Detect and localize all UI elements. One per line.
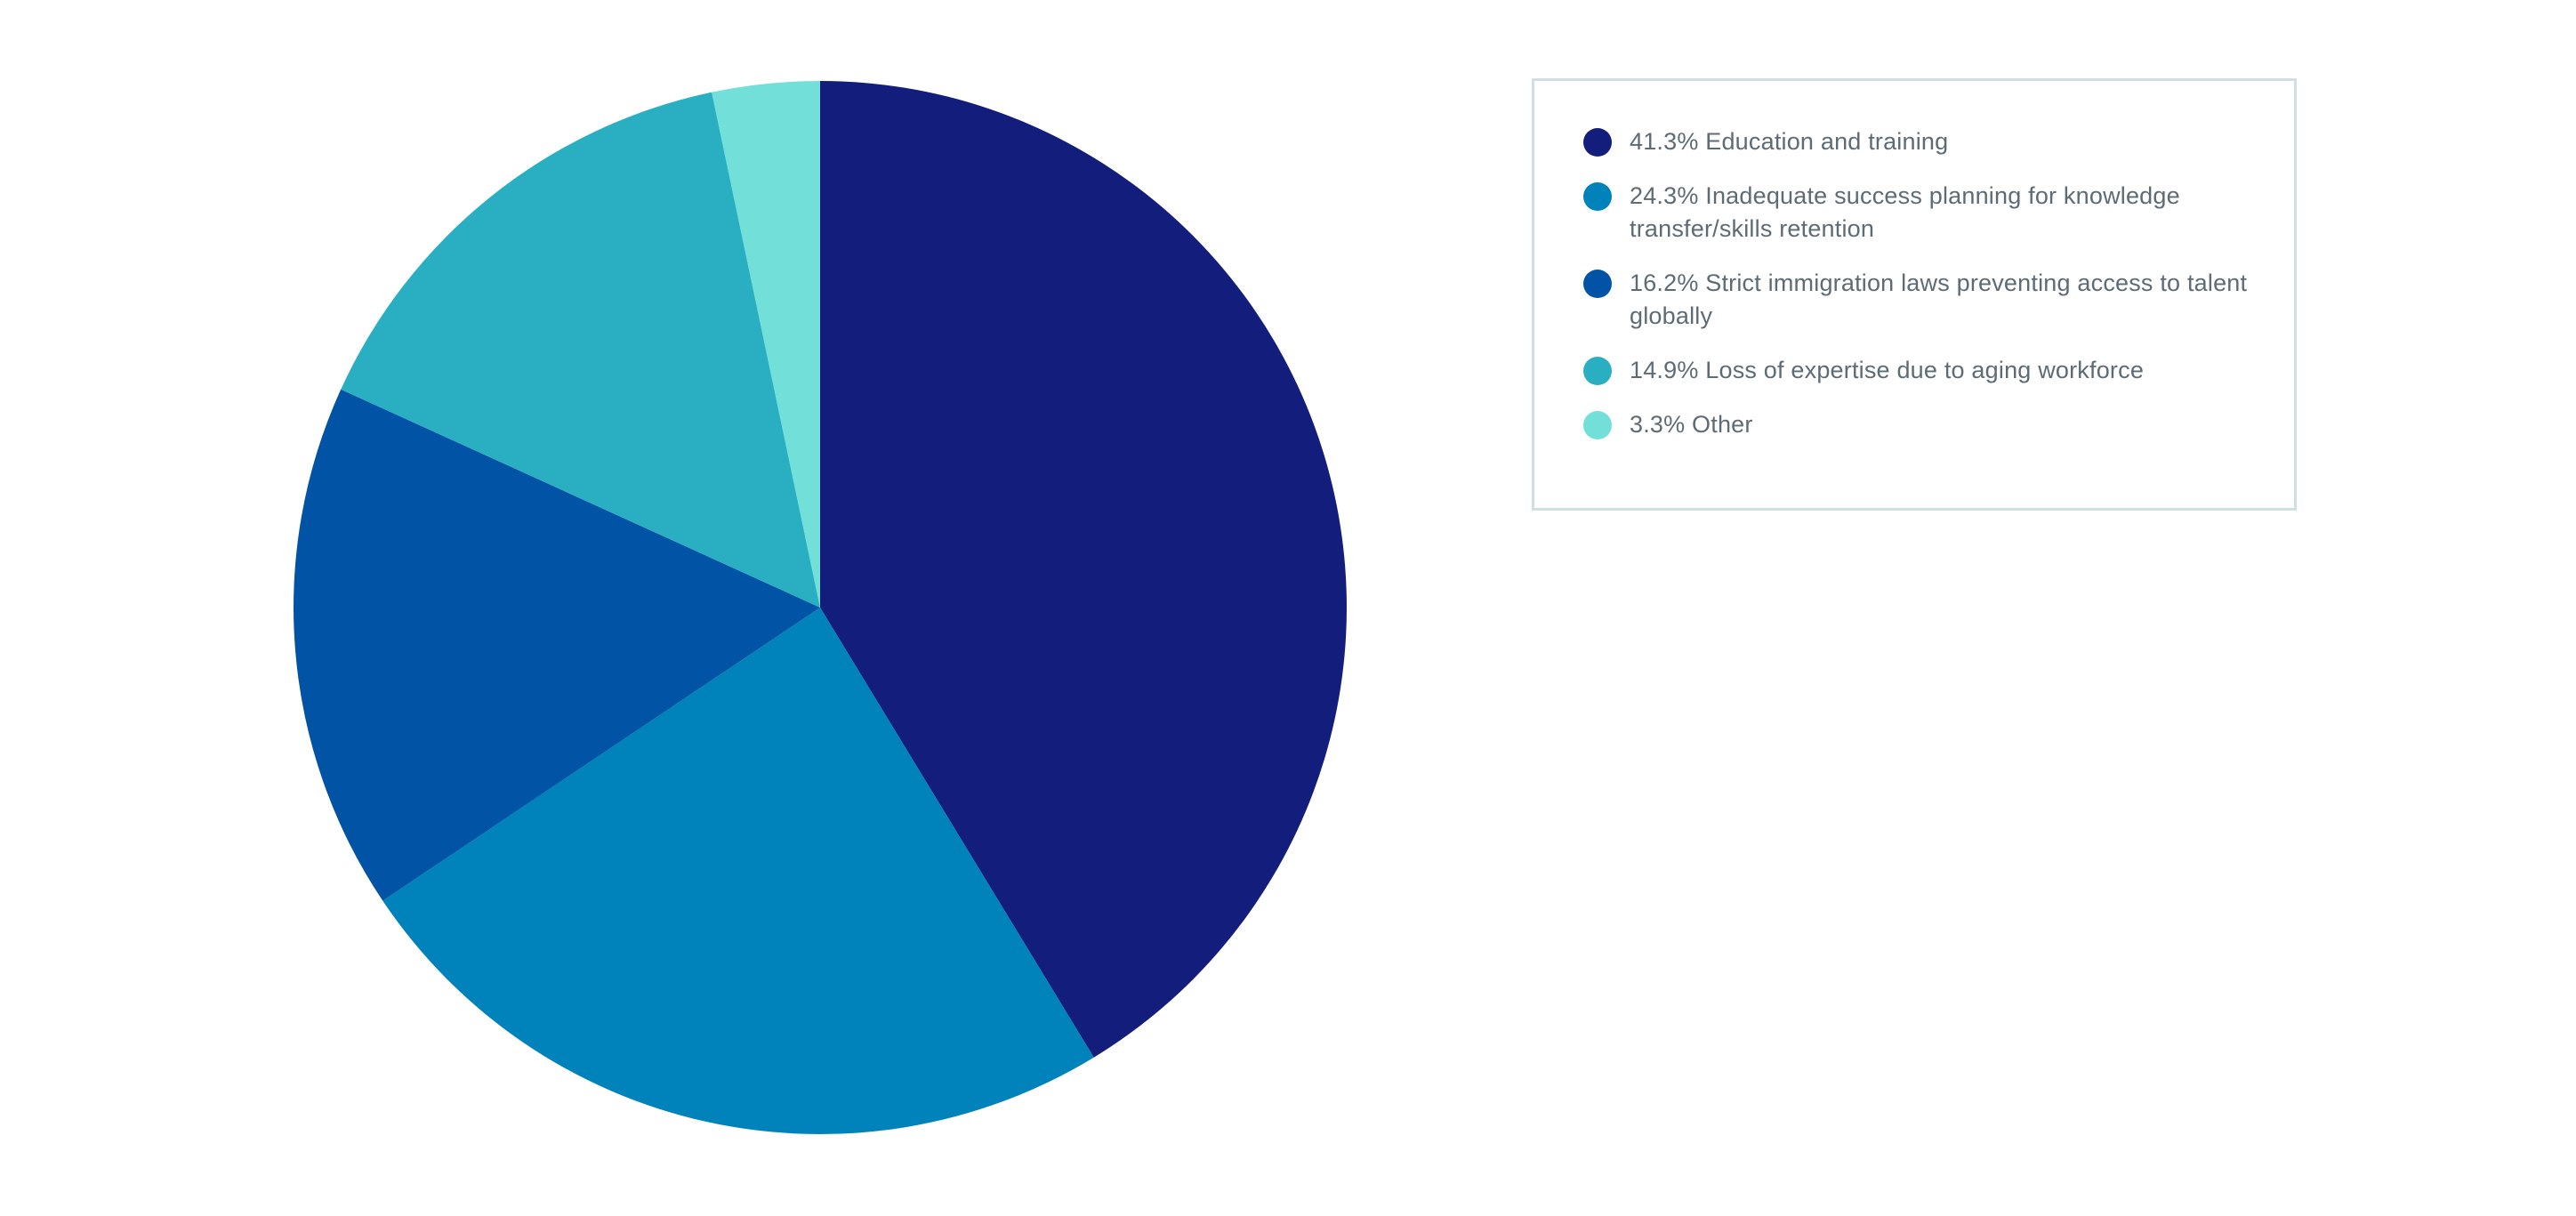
pie-slice-3 — [294, 389, 821, 901]
legend-item: 24.3% Inadequate success planning for kn… — [1583, 180, 2250, 246]
legend-item: 41.3% Education and training — [1583, 125, 2250, 158]
chart-legend: 41.3% Education and training 24.3% Inadeq… — [1532, 78, 2297, 511]
legend-swatch — [1583, 357, 1612, 385]
pie-slice-2 — [382, 608, 1094, 1134]
legend-item: 3.3% Other — [1583, 408, 2250, 441]
pie-slice-4 — [341, 92, 821, 608]
legend-label: 41.3% Education and training — [1630, 128, 1949, 155]
legend-swatch — [1583, 128, 1612, 157]
legend-label: 16.2% Strict immigration laws preventing… — [1630, 270, 2248, 329]
legend-item: 14.9% Loss of expertise due to aging wor… — [1583, 354, 2250, 387]
legend-label: 14.9% Loss of expertise due to aging wor… — [1630, 357, 2145, 383]
legend-swatch — [1583, 182, 1612, 211]
legend-swatch — [1583, 270, 1612, 298]
legend-item: 16.2% Strict immigration laws preventing… — [1583, 267, 2250, 333]
legend-swatch — [1583, 411, 1612, 439]
pie-slice-5 — [712, 81, 820, 608]
pie-slice-1 — [820, 81, 1347, 1058]
legend-label: 3.3% Other — [1630, 411, 1753, 438]
legend-label: 24.3% Inadequate success planning for kn… — [1630, 182, 2180, 242]
